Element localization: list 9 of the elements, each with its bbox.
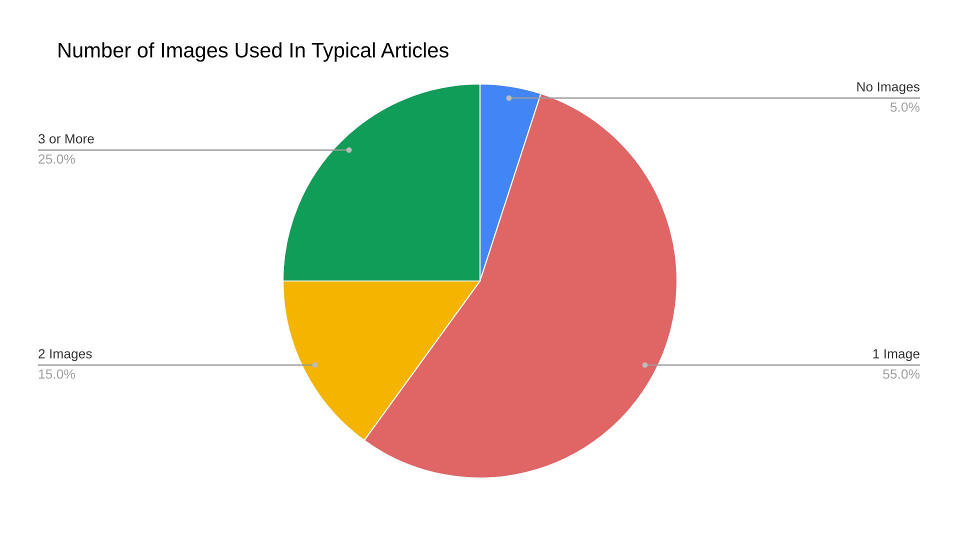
- chart-title: Number of Images Used In Typical Articles: [58, 42, 448, 62]
- slice-label: 2 Images: [38, 349, 92, 362]
- slice-label: 1 Image: [873, 349, 920, 362]
- data-label: 15.0%: [39, 369, 75, 379]
- data-label: 5.0%: [890, 102, 920, 112]
- slice-label: 3 or More: [38, 134, 94, 144]
- slice-label: No Images: [857, 82, 920, 94]
- data-label: 25.0%: [38, 154, 75, 164]
- data-label: 55.0%: [883, 369, 920, 379]
